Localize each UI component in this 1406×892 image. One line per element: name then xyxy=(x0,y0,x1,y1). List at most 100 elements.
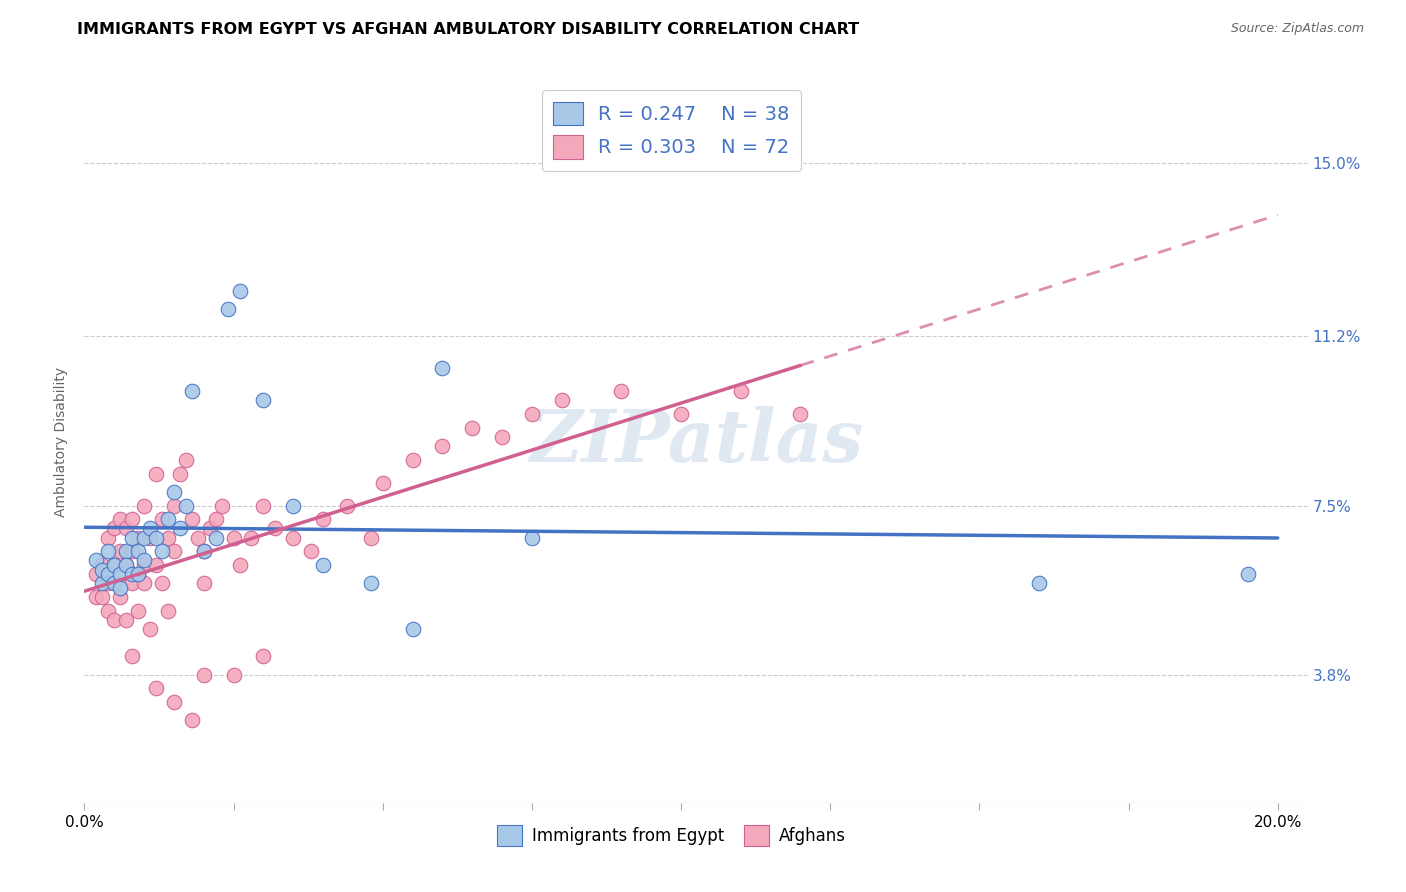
Point xyxy=(156,531,179,545)
Point xyxy=(252,393,274,408)
Point xyxy=(84,553,107,567)
Point xyxy=(145,558,167,572)
Point xyxy=(163,544,186,558)
Point xyxy=(121,531,143,545)
Point xyxy=(193,667,215,681)
Point xyxy=(150,512,173,526)
Point xyxy=(461,421,484,435)
Point xyxy=(115,544,138,558)
Point xyxy=(127,531,149,545)
Point xyxy=(145,681,167,696)
Point xyxy=(84,567,107,582)
Point xyxy=(103,613,125,627)
Text: ZIPatlas: ZIPatlas xyxy=(529,406,863,477)
Point xyxy=(336,499,359,513)
Point xyxy=(132,531,155,545)
Point xyxy=(193,544,215,558)
Point xyxy=(156,512,179,526)
Point xyxy=(115,558,138,572)
Point xyxy=(103,558,125,572)
Point xyxy=(150,544,173,558)
Point xyxy=(139,531,162,545)
Point xyxy=(145,467,167,481)
Point xyxy=(91,576,114,591)
Point xyxy=(1237,567,1260,582)
Point xyxy=(97,567,120,582)
Point xyxy=(121,576,143,591)
Point xyxy=(139,521,162,535)
Point xyxy=(174,499,197,513)
Point xyxy=(174,453,197,467)
Point xyxy=(121,649,143,664)
Point xyxy=(115,613,138,627)
Point xyxy=(193,576,215,591)
Point xyxy=(132,558,155,572)
Point xyxy=(217,301,239,316)
Point xyxy=(204,512,226,526)
Point xyxy=(127,604,149,618)
Point xyxy=(669,407,692,421)
Point xyxy=(169,467,191,481)
Point xyxy=(91,563,114,577)
Point xyxy=(108,590,131,604)
Point xyxy=(84,590,107,604)
Point xyxy=(103,576,125,591)
Point xyxy=(156,604,179,618)
Point xyxy=(103,558,125,572)
Point xyxy=(169,521,191,535)
Point xyxy=(198,521,221,535)
Point xyxy=(121,544,143,558)
Point xyxy=(180,512,202,526)
Point xyxy=(401,453,423,467)
Point xyxy=(371,475,394,490)
Point xyxy=(401,622,423,636)
Point xyxy=(432,361,454,376)
Point xyxy=(193,544,215,558)
Point xyxy=(132,553,155,567)
Point xyxy=(121,567,143,582)
Point xyxy=(187,531,209,545)
Point xyxy=(145,531,167,545)
Point xyxy=(360,576,382,591)
Point xyxy=(283,531,305,545)
Point xyxy=(222,531,245,545)
Point xyxy=(150,576,173,591)
Point xyxy=(115,521,138,535)
Point xyxy=(360,531,382,545)
Point xyxy=(252,649,274,664)
Point xyxy=(108,567,131,582)
Point xyxy=(180,384,202,399)
Point xyxy=(132,499,155,513)
Point xyxy=(180,714,202,728)
Point xyxy=(610,384,633,399)
Text: Source: ZipAtlas.com: Source: ZipAtlas.com xyxy=(1230,22,1364,36)
Point xyxy=(97,576,120,591)
Point xyxy=(240,531,263,545)
Point xyxy=(312,512,335,526)
Point xyxy=(103,521,125,535)
Y-axis label: Ambulatory Disability: Ambulatory Disability xyxy=(55,367,69,516)
Text: IMMIGRANTS FROM EGYPT VS AFGHAN AMBULATORY DISABILITY CORRELATION CHART: IMMIGRANTS FROM EGYPT VS AFGHAN AMBULATO… xyxy=(77,22,859,37)
Point xyxy=(108,581,131,595)
Point xyxy=(520,531,543,545)
Point xyxy=(108,512,131,526)
Point xyxy=(163,695,186,709)
Point xyxy=(121,512,143,526)
Point xyxy=(222,667,245,681)
Point xyxy=(1028,576,1050,591)
Point xyxy=(283,499,305,513)
Point xyxy=(211,499,233,513)
Point xyxy=(299,544,322,558)
Point xyxy=(551,393,574,408)
Point xyxy=(228,284,250,298)
Point xyxy=(97,531,120,545)
Point xyxy=(163,499,186,513)
Point xyxy=(127,544,149,558)
Point xyxy=(127,567,149,582)
Point xyxy=(312,558,335,572)
Legend: Immigrants from Egypt, Afghans: Immigrants from Egypt, Afghans xyxy=(491,819,853,852)
Point xyxy=(432,439,454,453)
Point xyxy=(228,558,250,572)
Point xyxy=(204,531,226,545)
Point xyxy=(97,544,120,558)
